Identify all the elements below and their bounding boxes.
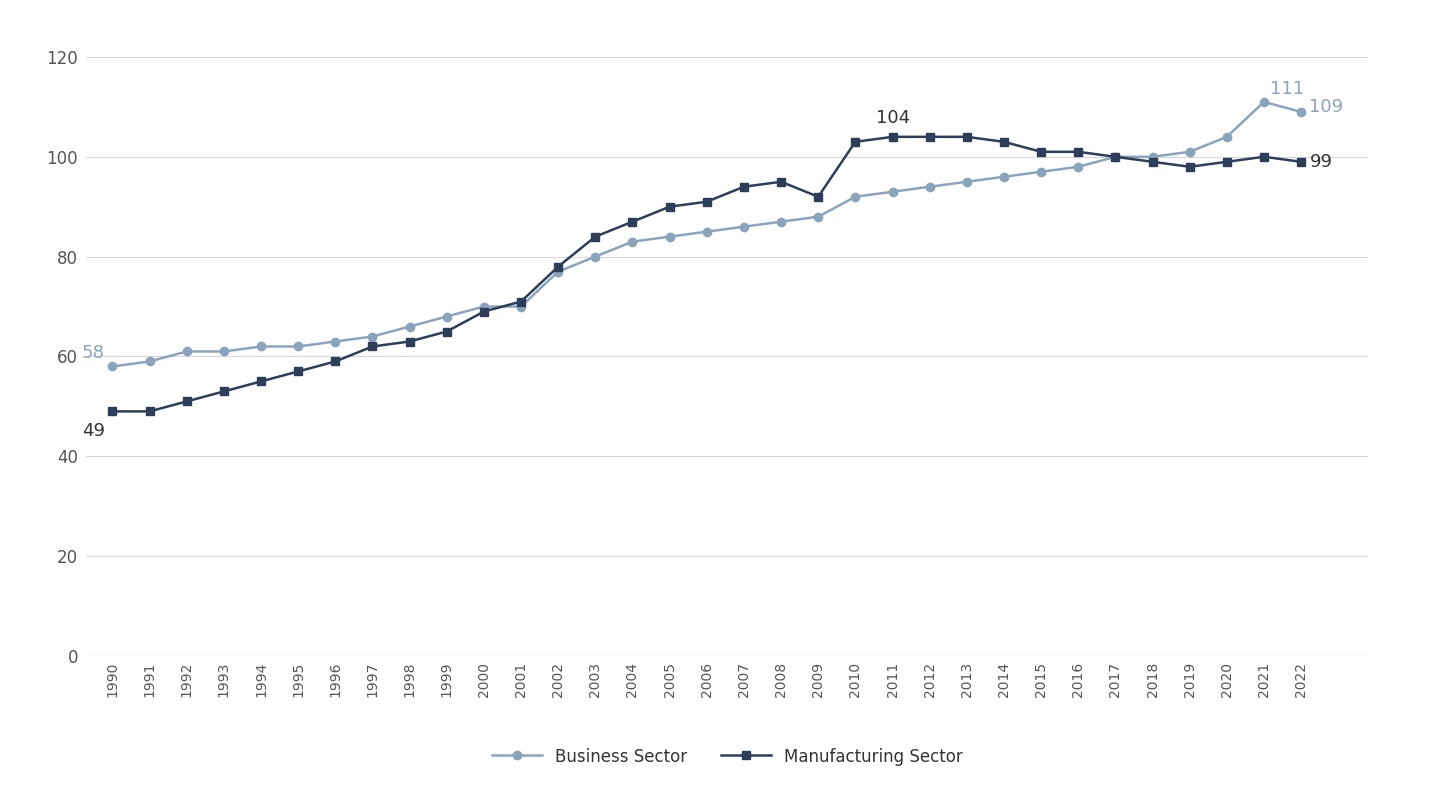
Manufacturing Sector (252, 377, 269, 386)
Line: Business Sector: Business Sector (108, 98, 1305, 370)
Business Sector (624, 237, 641, 246)
Manufacturing Sector (958, 132, 975, 142)
Business Sector (141, 357, 158, 366)
Manufacturing Sector (995, 137, 1012, 146)
Business Sector (179, 346, 196, 356)
Business Sector (327, 337, 344, 346)
Business Sector (1070, 162, 1087, 171)
Business Sector (958, 177, 975, 186)
Manufacturing Sector (400, 337, 418, 346)
Business Sector (550, 267, 567, 277)
Business Sector (1218, 132, 1236, 142)
Business Sector (809, 212, 827, 222)
Manufacturing Sector (661, 202, 678, 211)
Business Sector (438, 312, 455, 322)
Business Sector (289, 342, 307, 351)
Business Sector (1107, 152, 1125, 162)
Business Sector (1293, 107, 1310, 117)
Business Sector (772, 217, 789, 226)
Manufacturing Sector (1143, 157, 1161, 166)
Manufacturing Sector (809, 192, 827, 202)
Manufacturing Sector (847, 137, 864, 146)
Business Sector (400, 322, 418, 331)
Manufacturing Sector (327, 357, 344, 366)
Manufacturing Sector (586, 232, 603, 242)
Text: 99: 99 (1309, 154, 1332, 171)
Manufacturing Sector (772, 177, 789, 186)
Business Sector (736, 222, 753, 231)
Manufacturing Sector (1107, 152, 1125, 162)
Line: Manufacturing Sector: Manufacturing Sector (108, 133, 1305, 415)
Manufacturing Sector (179, 397, 196, 406)
Manufacturing Sector (1293, 157, 1310, 166)
Business Sector (215, 346, 232, 356)
Business Sector (1181, 147, 1198, 157)
Manufacturing Sector (513, 297, 530, 306)
Business Sector (104, 362, 121, 371)
Manufacturing Sector (141, 406, 158, 416)
Text: 58: 58 (82, 344, 105, 362)
Manufacturing Sector (1032, 147, 1050, 157)
Manufacturing Sector (1218, 157, 1236, 166)
Business Sector (586, 252, 603, 262)
Manufacturing Sector (438, 326, 455, 336)
Business Sector (847, 192, 864, 202)
Business Sector (513, 302, 530, 311)
Business Sector (1032, 167, 1050, 177)
Manufacturing Sector (1181, 162, 1198, 171)
Business Sector (884, 187, 901, 197)
Manufacturing Sector (364, 342, 382, 351)
Manufacturing Sector (624, 217, 641, 226)
Business Sector (252, 342, 269, 351)
Manufacturing Sector (698, 197, 716, 206)
Manufacturing Sector (550, 262, 567, 271)
Manufacturing Sector (104, 406, 121, 416)
Manufacturing Sector (289, 366, 307, 376)
Manufacturing Sector (215, 386, 232, 396)
Business Sector (1143, 152, 1161, 162)
Manufacturing Sector (475, 306, 492, 316)
Manufacturing Sector (922, 132, 939, 142)
Business Sector (364, 332, 382, 342)
Business Sector (475, 302, 492, 311)
Business Sector (1256, 97, 1273, 106)
Text: 109: 109 (1309, 98, 1344, 116)
Legend: Business Sector, Manufacturing Sector: Business Sector, Manufacturing Sector (485, 741, 969, 773)
Manufacturing Sector (884, 132, 901, 142)
Text: 49: 49 (82, 422, 105, 440)
Business Sector (661, 232, 678, 242)
Text: 111: 111 (1270, 79, 1303, 98)
Manufacturing Sector (736, 182, 753, 191)
Manufacturing Sector (1070, 147, 1087, 157)
Business Sector (922, 182, 939, 191)
Business Sector (698, 227, 716, 237)
Manufacturing Sector (1256, 152, 1273, 162)
Text: 104: 104 (876, 109, 910, 127)
Business Sector (995, 172, 1012, 182)
